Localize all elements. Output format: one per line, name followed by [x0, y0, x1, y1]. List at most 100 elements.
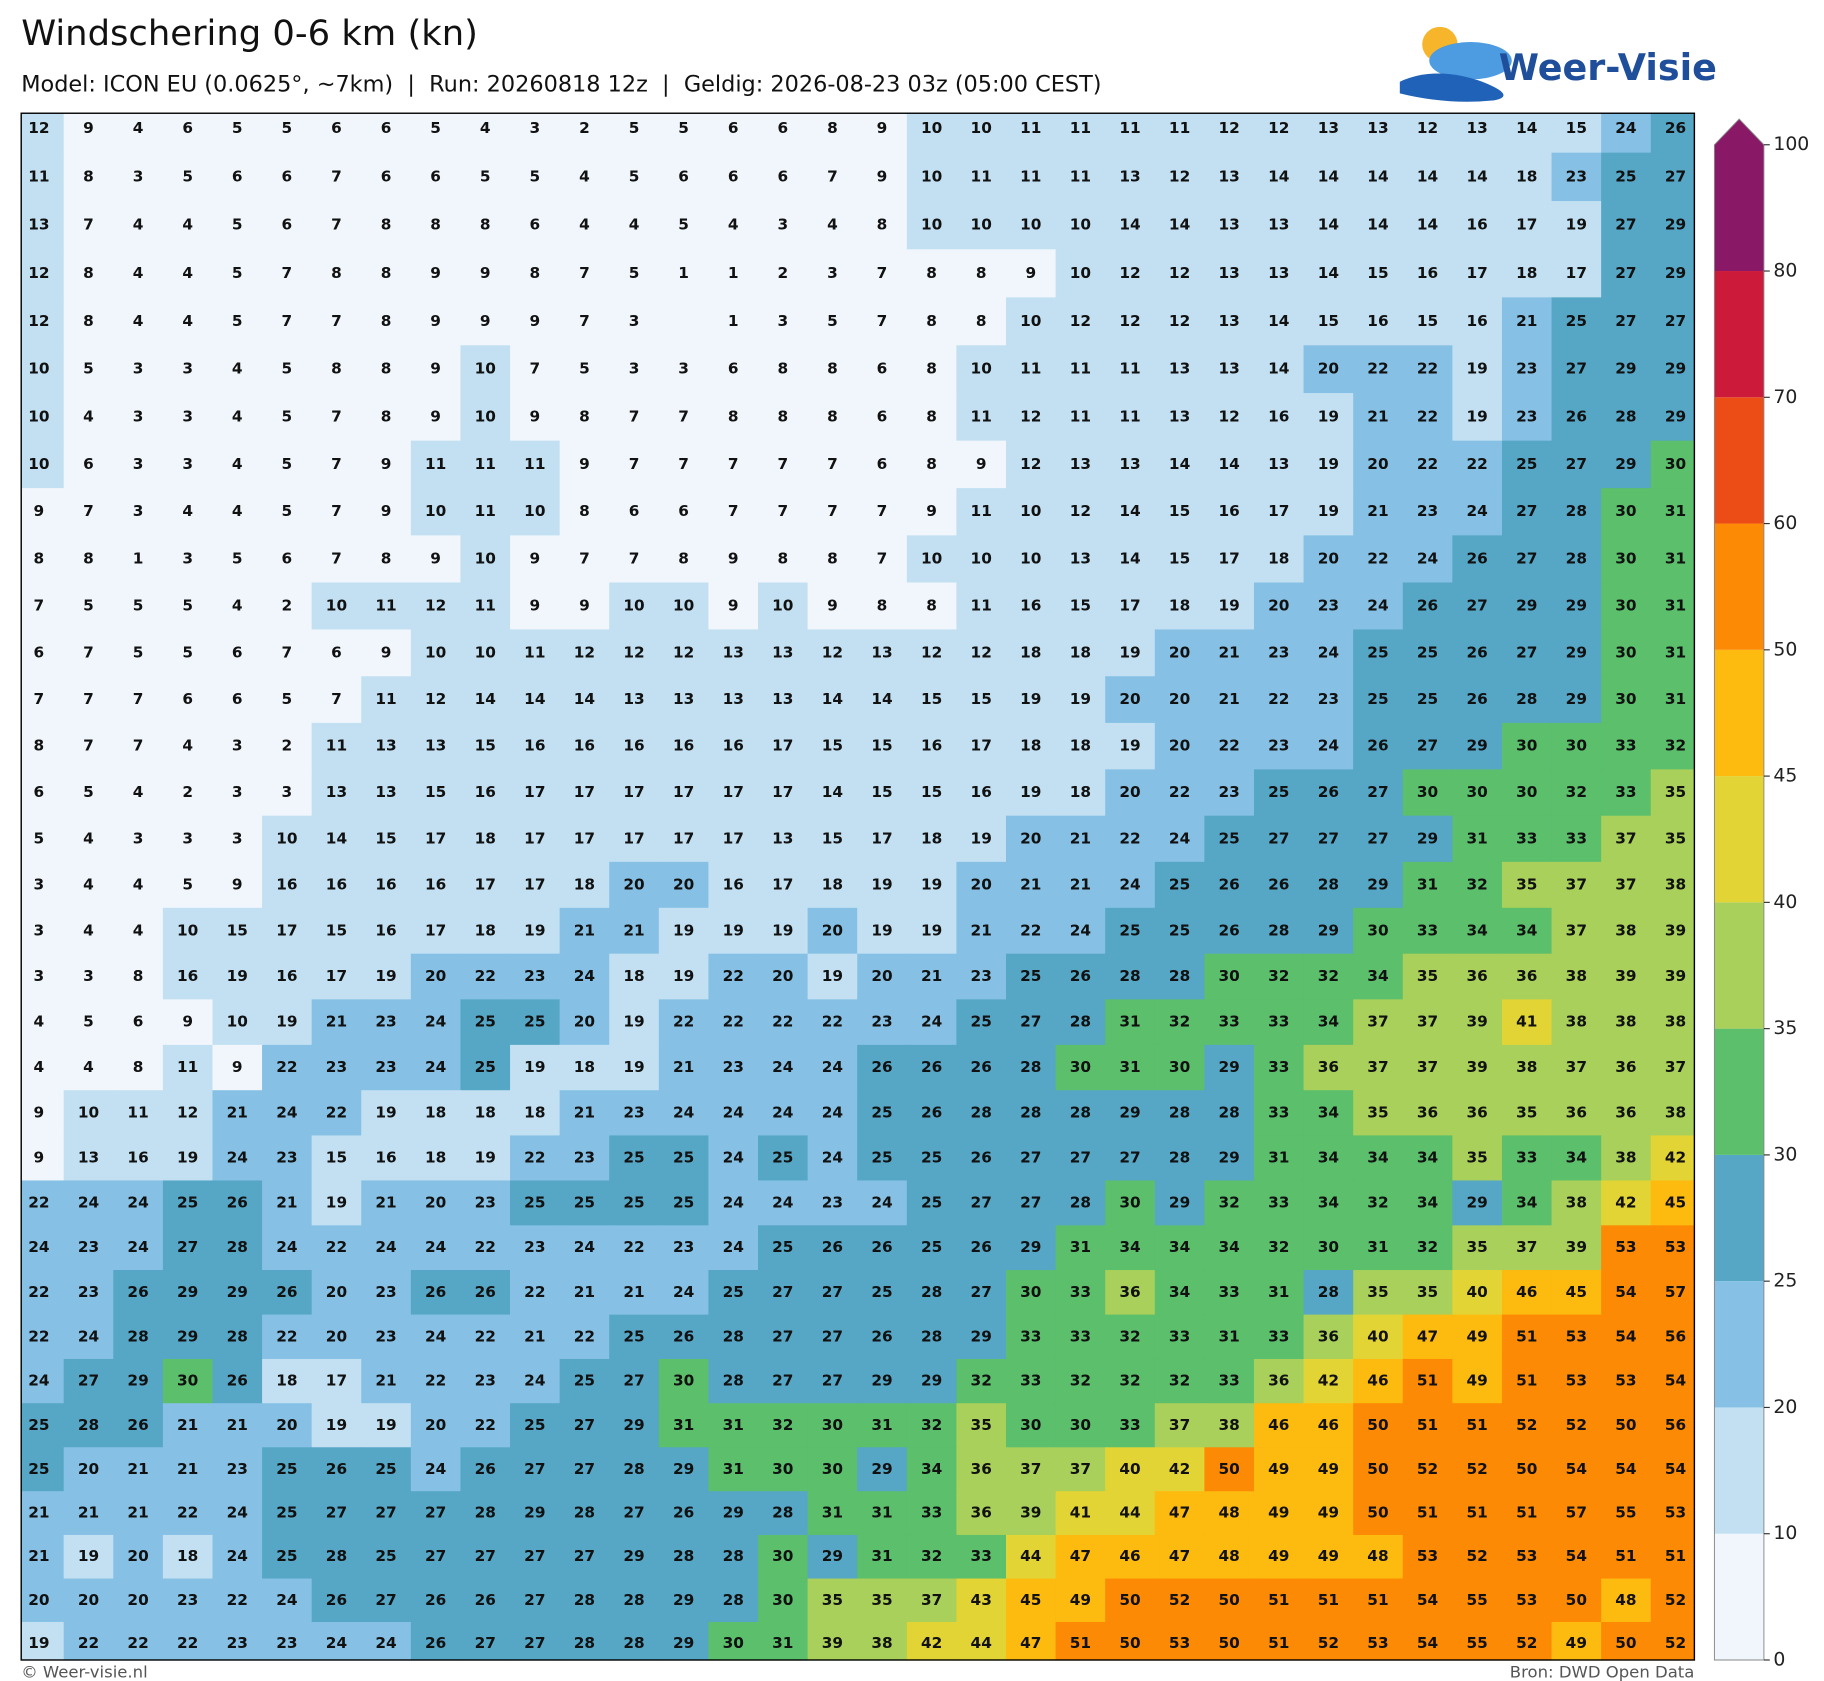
cell-value: 10 — [425, 502, 446, 520]
cell — [758, 722, 809, 770]
cell-value: 24 — [227, 1504, 248, 1522]
cell — [1204, 152, 1255, 202]
cell-value: 23 — [871, 1013, 892, 1031]
cell — [460, 1180, 511, 1226]
cell-value: 4 — [182, 312, 193, 330]
cell-value: 39 — [822, 1634, 843, 1652]
cell — [807, 1403, 858, 1448]
cell — [311, 1578, 362, 1623]
cell-value: 8 — [926, 407, 937, 425]
cell — [1005, 152, 1057, 202]
cell-value: 13 — [723, 643, 744, 661]
cell — [1005, 1314, 1057, 1360]
cell-value: 44 — [1020, 1547, 1041, 1565]
cell-value: 21 — [177, 1460, 198, 1478]
cell — [212, 676, 263, 724]
cell-value: 22 — [326, 1103, 347, 1121]
cell-value: 16 — [326, 875, 347, 893]
cell-value: 6 — [232, 643, 243, 661]
cell-value: 5 — [678, 119, 689, 137]
cell-value: 23 — [375, 1013, 396, 1031]
cell-value: 9 — [530, 407, 541, 425]
cell-value: 31 — [871, 1504, 892, 1522]
cell-value: 10 — [623, 597, 644, 615]
cell — [1253, 1358, 1305, 1404]
cell-value: 8 — [926, 264, 937, 282]
cell-value: 35 — [1665, 783, 1686, 801]
cell-value: 22 — [723, 967, 744, 985]
cell-value: 3 — [232, 783, 243, 801]
cell-value: 22 — [1219, 737, 1240, 755]
cell-value: 6 — [877, 407, 888, 425]
cell-value: 31 — [1268, 1149, 1289, 1167]
cell-value: 10 — [1020, 550, 1041, 568]
cell — [1105, 297, 1156, 346]
cell — [708, 345, 759, 394]
cell-value: 51 — [1615, 1547, 1636, 1565]
cell — [21, 769, 65, 817]
cell-value: 24 — [375, 1238, 396, 1256]
cell — [807, 582, 858, 631]
cell-value: 38 — [1566, 1013, 1587, 1031]
cell-value: 55 — [1467, 1591, 1488, 1609]
cell — [1452, 297, 1503, 346]
cell — [21, 953, 65, 1000]
cell-value: 18 — [276, 1372, 297, 1390]
cell-value: 33 — [1020, 1327, 1041, 1345]
cell — [1551, 393, 1602, 442]
cell — [1105, 113, 1156, 154]
colorbar-label: 50 — [1773, 639, 1797, 660]
cell-value: 53 — [1417, 1547, 1438, 1565]
cell-value: 28 — [227, 1327, 248, 1345]
cell-value: 27 — [1566, 360, 1587, 378]
cell-value: 28 — [1070, 1013, 1091, 1031]
cell — [609, 393, 660, 442]
cell-value: 27 — [177, 1238, 198, 1256]
cell-value: 33 — [1268, 1013, 1289, 1031]
cell-value: 25 — [1417, 690, 1438, 708]
cell-value: 11 — [375, 597, 396, 615]
cell-value: 5 — [282, 360, 293, 378]
cell-value: 24 — [127, 1238, 148, 1256]
cell — [1402, 676, 1453, 724]
cell-value: 37 — [1566, 921, 1587, 939]
cell — [63, 1491, 114, 1536]
cell-value: 29 — [1467, 737, 1488, 755]
cell-value: 6 — [381, 119, 392, 137]
cell — [361, 249, 412, 298]
cell — [1402, 1358, 1453, 1404]
cell — [1402, 535, 1453, 584]
cell-value: 8 — [926, 455, 937, 473]
cell — [1253, 676, 1305, 724]
cell-value: 43 — [971, 1591, 992, 1609]
cell-value: 25 — [623, 1149, 644, 1167]
cell — [1501, 345, 1553, 394]
cell-value: 48 — [1219, 1504, 1240, 1522]
cell — [1452, 999, 1503, 1046]
cell — [460, 769, 511, 817]
cell — [361, 1621, 412, 1661]
cell-value: 38 — [1566, 1193, 1587, 1211]
cell-value: 29 — [1665, 360, 1686, 378]
cell — [1601, 1358, 1652, 1404]
cell-value: 23 — [475, 1372, 496, 1390]
cell — [1154, 1180, 1205, 1226]
cell — [658, 1621, 710, 1661]
cell — [1154, 722, 1205, 770]
cell-value: 32 — [1367, 1193, 1388, 1211]
cell-value: 22 — [1119, 829, 1140, 847]
cell — [1204, 769, 1255, 817]
cell — [1154, 249, 1205, 298]
cell-value: 13 — [1070, 455, 1091, 473]
cell — [1005, 1491, 1057, 1536]
cell-value: 3 — [133, 829, 144, 847]
cell — [1055, 1270, 1106, 1316]
cell — [1402, 1447, 1453, 1492]
cell — [410, 1447, 462, 1492]
cell-value: 28 — [921, 1327, 942, 1345]
cell — [1204, 249, 1255, 298]
cell-value: 4 — [182, 737, 193, 755]
cell-value: 51 — [1318, 1591, 1339, 1609]
cell-value: 8 — [678, 550, 689, 568]
cell-value: 33 — [1219, 1013, 1240, 1031]
